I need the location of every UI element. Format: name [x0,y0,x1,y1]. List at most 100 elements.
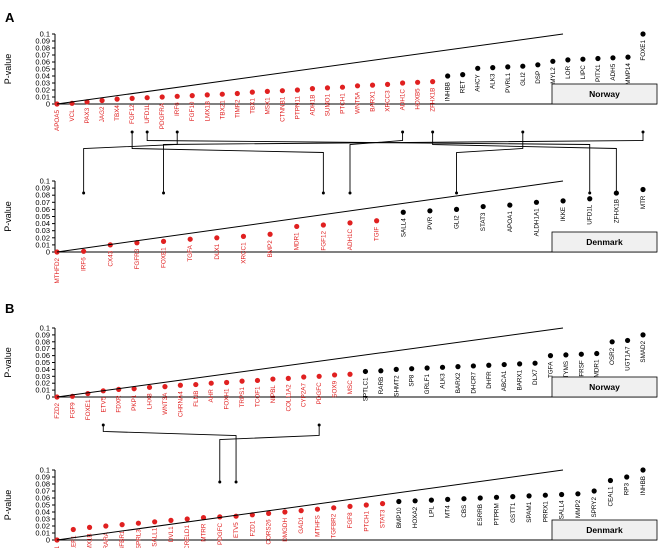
gene-label: ADH5 [610,63,617,80]
gene-label: SHMT2 [393,375,400,397]
gene-label: CX43 [107,250,114,266]
y-tick-label: 0.01 [35,386,50,395]
gene-label: RET [460,80,467,93]
threshold-line [56,327,564,398]
gene-label: MTR [640,195,647,209]
threshold-line [56,469,564,541]
gene-label: MTHFS [314,515,321,537]
data-point [240,233,247,239]
gene-label: MMP14 [625,63,632,85]
data-point [214,235,220,241]
gene-label: UFD1L [587,204,594,224]
gene-label: BARX1 [370,91,377,112]
gene-label: LOR [565,65,572,78]
data-point [640,186,646,193]
data-point [510,494,516,500]
data-point [461,496,467,502]
data-point [559,491,565,498]
y-tick-label: 0.01 [35,240,50,249]
gene-label: TBX1 [249,98,256,114]
data-point [249,89,255,95]
data-point [520,63,526,69]
gene-label: CBS [461,505,468,518]
gene-label: SALL1 [152,527,159,546]
gene-label: TBX21 [219,100,226,120]
connector-node [401,130,405,134]
y-tick-label: 0.04 [35,365,50,374]
country-box [551,231,658,253]
gene-label: TGFBR2 [331,513,338,538]
gene-label: SOX9 [332,380,339,397]
y-tick-label: 0.03 [35,226,50,235]
data-point [550,58,556,64]
gene-label: MMP2 [575,499,582,518]
y-tick-label: 0.08 [35,337,50,346]
connector-node [521,130,525,134]
data-point [575,491,581,497]
data-point [374,218,380,224]
y-tick-label: 0.07 [35,344,50,353]
connector-line [349,132,404,193]
connector-node [348,191,352,195]
panel-1-bottom: 00.010.020.030.040.050.060.070.080.090.1… [3,466,658,548]
gene-label: PAX3 [84,107,91,123]
data-point [640,467,646,473]
gene-label: MDR1 [594,359,601,377]
data-point [298,508,304,514]
gene-label: MTHFD2 [54,258,61,284]
gene-label: APOA5 [54,110,61,131]
y-tick-label: 0.1 [40,177,50,186]
gene-label: DSP [535,71,542,84]
gene-label: ALDH1A1 [533,208,540,236]
data-point [400,209,406,215]
data-point [331,505,337,511]
data-point [217,514,223,520]
gene-label: PDGFC [217,522,224,544]
gene-label: FGF8 [347,512,354,529]
gene-label: ADH1C [347,228,354,250]
connector-node [431,130,435,134]
y-tick-label: 0.08 [35,480,50,489]
y-tick-label: 0.06 [35,494,50,503]
gene-label: OSR2 [609,347,616,365]
data-point [378,368,384,374]
data-point [362,368,369,375]
data-point [200,515,207,521]
data-point [460,72,466,78]
data-point [347,220,353,226]
gene-label: FGF12 [129,104,136,124]
data-point [475,65,481,71]
gene-label: FOXE1 [161,247,168,268]
gene-label: WNT3A [162,392,169,415]
connector-line [219,425,320,482]
gene-label: ETV5 [100,396,107,412]
y-tick-label: 0.04 [35,72,50,81]
data-point [131,386,137,392]
gene-label: PTCH1 [339,93,346,114]
gene-label: AHCY [475,74,482,92]
y-tick-label: 0 [46,248,50,257]
y-tick-label: 0 [46,393,50,402]
gene-label: LIPC [580,65,587,79]
gene-label: AHR [208,389,215,403]
gene-label: DHCR7 [470,371,477,393]
gene-label: UFD1L [144,103,151,123]
data-point [193,381,199,388]
y-tick-label: 0.05 [35,358,50,367]
data-point [453,206,460,212]
data-point [168,517,174,524]
gene-label: CRELD1 [184,525,191,548]
y-axis-label: P-value [3,201,13,232]
data-point [445,496,451,502]
data-point [563,352,569,358]
gene-label: RARA [103,531,110,548]
gene-label: RP3 [624,483,631,496]
data-point [439,364,446,370]
gene-label: PRRX1 [542,501,549,522]
y-tick-label: 0 [46,536,50,545]
y-tick-label: 0.07 [35,51,50,60]
gene-label: ZFHX1B [430,88,437,112]
gene-label: TIMP2 [234,99,241,118]
gene-label: PTCH1 [363,511,370,532]
gene-label: CTNNB1 [279,96,286,122]
